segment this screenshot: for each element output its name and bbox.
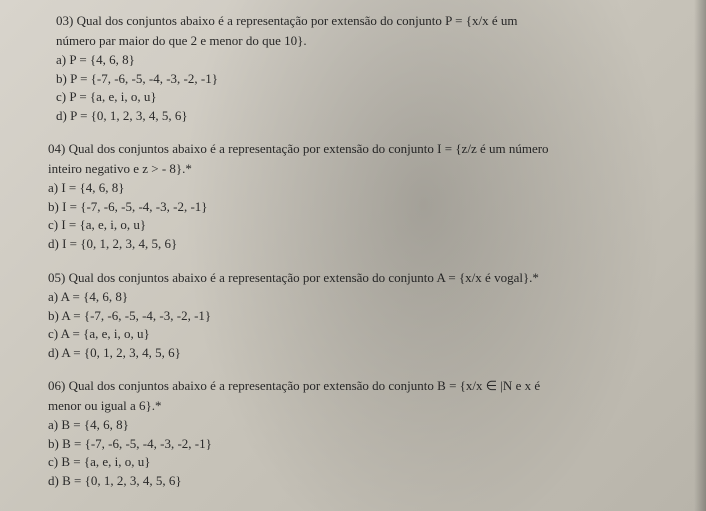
question-03-stem-line1: 03) Qual dos conjuntos abaixo é a repres… <box>48 12 678 30</box>
question-03-option-a: a) P = {4, 6, 8} <box>48 51 678 69</box>
question-03: 03) Qual dos conjuntos abaixo é a repres… <box>48 12 678 124</box>
question-06: 06) Qual dos conjuntos abaixo é a repres… <box>48 377 678 489</box>
question-04-option-b: b) I = {-7, -6, -5, -4, -3, -2, -1} <box>48 198 678 216</box>
question-05-option-d: d) A = {0, 1, 2, 3, 4, 5, 6} <box>48 344 678 362</box>
question-04-stem-line2: inteiro negativo e z > - 8}.* <box>48 160 678 178</box>
question-03-stem-line2: número par maior do que 2 e menor do que… <box>48 32 678 50</box>
question-05-option-a: a) A = {4, 6, 8} <box>48 288 678 306</box>
question-06-option-b: b) B = {-7, -6, -5, -4, -3, -2, -1} <box>48 435 678 453</box>
question-03-option-d: d) P = {0, 1, 2, 3, 4, 5, 6} <box>48 107 678 125</box>
question-06-option-a: a) B = {4, 6, 8} <box>48 416 678 434</box>
question-04-option-d: d) I = {0, 1, 2, 3, 4, 5, 6} <box>48 235 678 253</box>
question-05-stem: 05) Qual dos conjuntos abaixo é a repres… <box>48 269 678 287</box>
question-05-option-c: c) A = {a, e, i, o, u} <box>48 325 678 343</box>
question-03-option-b: b) P = {-7, -6, -5, -4, -3, -2, -1} <box>48 70 678 88</box>
question-05-option-b: b) A = {-7, -6, -5, -4, -3, -2, -1} <box>48 307 678 325</box>
question-04-stem-line1: 04) Qual dos conjuntos abaixo é a repres… <box>48 140 678 158</box>
question-06-option-d: d) B = {0, 1, 2, 3, 4, 5, 6} <box>48 472 678 490</box>
question-06-stem-line2: menor ou igual a 6}.* <box>48 397 678 415</box>
question-03-option-c: c) P = {a, e, i, o, u} <box>48 88 678 106</box>
question-05: 05) Qual dos conjuntos abaixo é a repres… <box>48 269 678 362</box>
question-04: 04) Qual dos conjuntos abaixo é a repres… <box>48 140 678 252</box>
question-06-option-c: c) B = {a, e, i, o, u} <box>48 453 678 471</box>
question-06-stem-line1: 06) Qual dos conjuntos abaixo é a repres… <box>48 377 678 395</box>
question-04-option-c: c) I = {a, e, i, o, u} <box>48 216 678 234</box>
question-04-option-a: a) I = {4, 6, 8} <box>48 179 678 197</box>
